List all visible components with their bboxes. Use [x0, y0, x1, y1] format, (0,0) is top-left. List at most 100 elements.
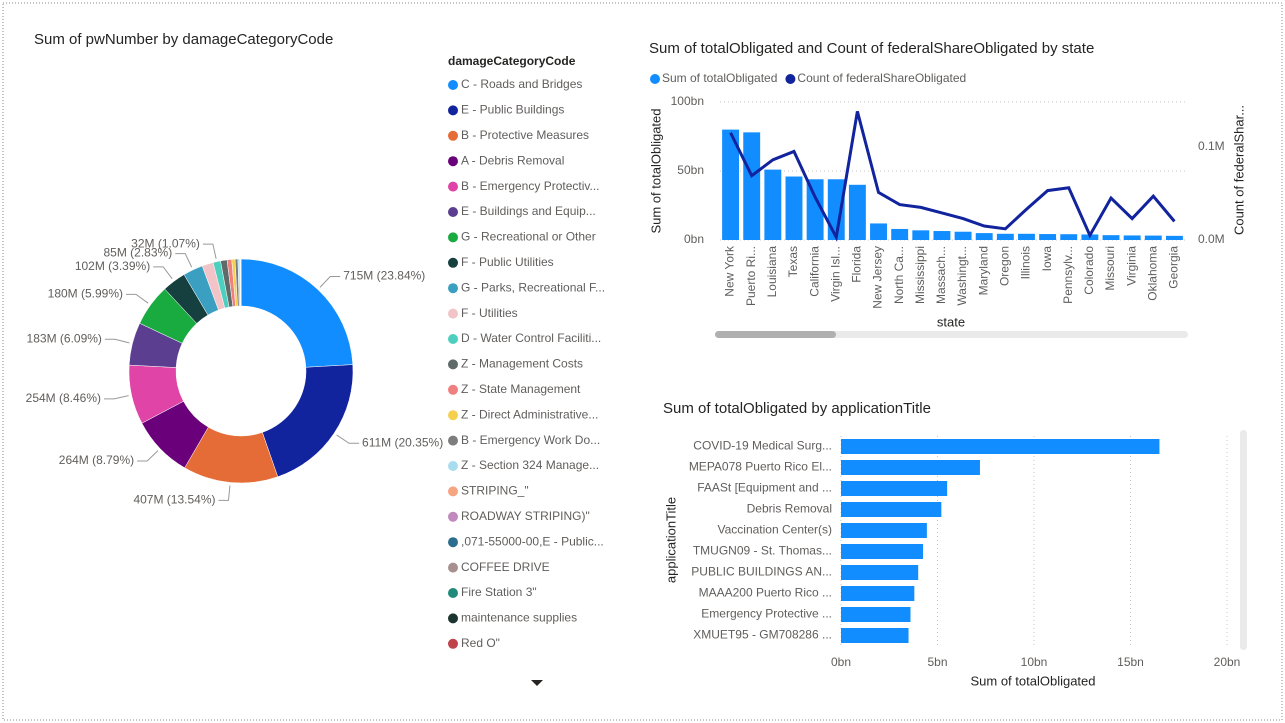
legend-marker: [448, 562, 458, 573]
data-label: 180M (5.99%): [48, 286, 123, 300]
legend-label[interactable]: E - Buildings and Equip...: [461, 204, 596, 218]
y2-tick-label: 0.1M: [1198, 139, 1225, 153]
bar: [848, 184, 866, 240]
bar: [891, 228, 909, 240]
bar: [743, 132, 761, 240]
y2-axis-title: Count of federalShar...: [1231, 105, 1246, 235]
donut-slice: [240, 258, 354, 368]
y-tick-label: FAASt [Equipment and ...: [697, 481, 832, 495]
x-tick-label: Massach...: [934, 246, 948, 304]
x-tick-label: Mississippi: [913, 246, 927, 304]
legend-label[interactable]: A - Debris Removal: [461, 153, 564, 167]
legend-label[interactable]: C - Roads and Bridges: [461, 77, 582, 91]
legend-label[interactable]: maintenance supplies: [461, 611, 577, 625]
data-label: 85M (2.83%): [104, 246, 173, 260]
legend-marker: [448, 486, 458, 497]
legend-marker: [448, 638, 458, 649]
bar: [841, 460, 980, 475]
legend-marker: [448, 461, 458, 471]
legend-label[interactable]: Z - Direct Administrative...: [461, 407, 598, 421]
legend-marker: [448, 156, 458, 167]
legend-label[interactable]: G - Recreational or Other: [461, 230, 596, 244]
legend-marker: [448, 232, 458, 243]
legend-label[interactable]: B - Emergency Protectiv...: [461, 179, 600, 193]
legend-label[interactable]: D - Water Control Faciliti...: [461, 331, 601, 345]
scrollbar-thumb[interactable]: [715, 331, 836, 338]
legend-label[interactable]: F - Public Utilities: [461, 255, 554, 269]
legend-label[interactable]: COFFEE DRIVE: [461, 560, 550, 574]
leader-line: [137, 450, 159, 462]
leader-line: [175, 253, 193, 268]
legend-marker: [785, 74, 796, 84]
x-tick-label: Washingt...: [955, 246, 969, 306]
x-tick-label: Maryland: [976, 246, 990, 295]
legend-marker: [448, 80, 458, 90]
data-label: 407M (13.54%): [133, 493, 215, 507]
x-tick-label: New Jersey: [871, 246, 885, 309]
x-tick-label: Pennsylv...: [1061, 246, 1075, 304]
y-tick-label: MEPA078 Puerto Rico El...: [689, 460, 832, 474]
data-label: 611M (20.35%): [362, 435, 443, 449]
leader-line: [218, 485, 231, 501]
bar: [785, 176, 803, 240]
bar: [722, 129, 740, 240]
x-tick-label: Georgia: [1167, 246, 1181, 289]
legend-label[interactable]: B - Protective Measures: [461, 128, 589, 142]
x-tick-label: Florida: [850, 246, 864, 283]
bar: [1165, 235, 1183, 240]
bar: [841, 523, 927, 538]
x-tick-label: New York: [723, 245, 737, 297]
bar: [1123, 235, 1141, 240]
chart-title: Sum of totalObligated and Count of feder…: [649, 40, 1094, 57]
x-tick-label: North Ca...: [892, 246, 906, 304]
leader-line: [126, 293, 149, 304]
legend-label[interactable]: G - Parks, Recreational F...: [461, 280, 605, 294]
donut-slice: [262, 364, 354, 478]
legend-label[interactable]: ROADWAY STRIPING)": [461, 509, 590, 523]
legend-label[interactable]: Z - Section 324 Manage...: [461, 458, 599, 472]
bar: [870, 223, 887, 240]
legend-label[interactable]: ,071-55000-00,E - Public...: [461, 534, 604, 548]
bar: [841, 607, 911, 622]
x-tick-label: Virginia: [1124, 246, 1138, 286]
x-tick-label: Oregon: [998, 246, 1012, 286]
legend-marker: [448, 181, 458, 192]
chart-title: Sum of pwNumber by damageCategoryCode: [34, 31, 333, 48]
legend-marker: [448, 410, 458, 421]
y-tick-label: Debris Removal: [747, 502, 832, 516]
legend-scroll-arrow[interactable]: [531, 680, 543, 686]
legend-label[interactable]: E - Public Buildings: [461, 103, 564, 117]
y-tick-label: 0bn: [684, 232, 704, 246]
x-tick-label: 10bn: [1021, 655, 1048, 669]
legend-marker: [448, 207, 458, 217]
bar: [841, 586, 915, 601]
leader-line: [202, 243, 217, 259]
legend-label[interactable]: F - Utilities: [461, 306, 518, 320]
legend-label[interactable]: Fire Station 3": [461, 585, 537, 599]
legend-label[interactable]: B - Emergency Work Do...: [461, 433, 600, 447]
x-tick-label: 20bn: [1214, 655, 1241, 669]
legend-label: Sum of totalObligated: [662, 71, 777, 85]
bar: [912, 230, 930, 240]
x-tick-label: Puerto Ri...: [744, 246, 758, 306]
bar: [1144, 235, 1162, 240]
bar: [841, 628, 909, 643]
y-tick-label: 50bn: [677, 163, 704, 177]
legend-label[interactable]: Z - State Management: [461, 382, 581, 396]
leader-line: [104, 338, 130, 344]
legend-label[interactable]: STRIPING_": [461, 484, 529, 498]
legend-label[interactable]: Red O": [461, 636, 500, 650]
y-tick-label: XMUET95 - GM708286 ...: [693, 628, 832, 642]
bar: [954, 231, 972, 240]
bar: [841, 544, 924, 559]
x-tick-label: California: [807, 246, 821, 297]
bar: [841, 502, 942, 517]
legend-label[interactable]: Z - Management Costs: [461, 357, 583, 371]
scrollbar-track[interactable]: [1240, 430, 1247, 650]
bar: [933, 231, 951, 240]
bar: [841, 565, 919, 580]
legend-marker: [448, 359, 458, 370]
legend-label: Count of federalShareObligated: [797, 71, 966, 85]
leader-line: [319, 275, 341, 288]
